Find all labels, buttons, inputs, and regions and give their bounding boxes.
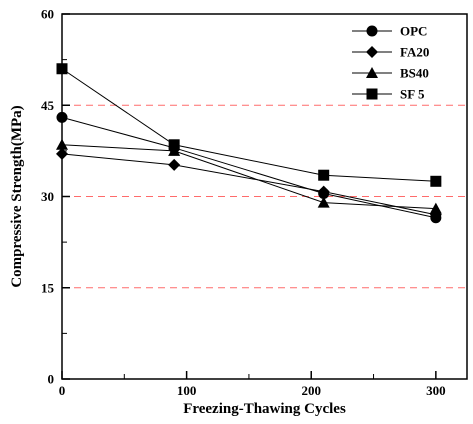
axes: 0 15 30 45 60 0 100 200 300	[41, 7, 468, 398]
x-tick-label-0: 0	[59, 383, 66, 398]
legend-label-bs40: BS40	[400, 66, 429, 81]
x-tick-label-200: 200	[301, 383, 321, 398]
legend-marker-sf5	[366, 88, 378, 100]
y-tick-label-15: 15	[41, 280, 55, 295]
data-point-fa20-1	[168, 158, 181, 171]
plot-series	[56, 63, 442, 224]
data-point-sf5-1	[168, 139, 180, 151]
data-point-sf5-3	[430, 175, 442, 187]
reference-lines	[62, 104, 467, 289]
legend-marker-bs40	[366, 67, 378, 78]
data-point-sf5-2	[318, 169, 330, 181]
x-tick-label-300: 300	[426, 383, 446, 398]
series-line-sf5	[61, 68, 436, 182]
data-point-bs40-2	[317, 196, 330, 208]
data-point-fa20-2	[317, 185, 330, 198]
data-point-bs40-3	[429, 202, 442, 214]
y-tick-label-0: 0	[48, 372, 55, 387]
series-line-fa20	[61, 153, 436, 216]
legend-marker-fa20	[366, 46, 378, 58]
data-point-bs40-1	[168, 144, 181, 156]
y-tick-label-45: 45	[41, 98, 55, 113]
x-tick-label-100: 100	[177, 383, 197, 398]
legend: OPC FA20 BS40 SF 5	[352, 24, 429, 102]
legend-label-fa20: FA20	[400, 45, 429, 60]
series-line-bs40	[61, 144, 436, 210]
y-tick-label-30: 30	[41, 189, 54, 204]
y-axis-title: Compressive Strength(MPa)	[9, 105, 25, 287]
legend-label-sf5: SF 5	[400, 87, 425, 102]
legend-label-opc: OPC	[400, 24, 427, 39]
legend-marker-opc	[366, 25, 378, 37]
x-axis-title: Freezing-Thawing Cycles	[183, 401, 346, 417]
y-tick-label-60: 60	[41, 7, 54, 22]
